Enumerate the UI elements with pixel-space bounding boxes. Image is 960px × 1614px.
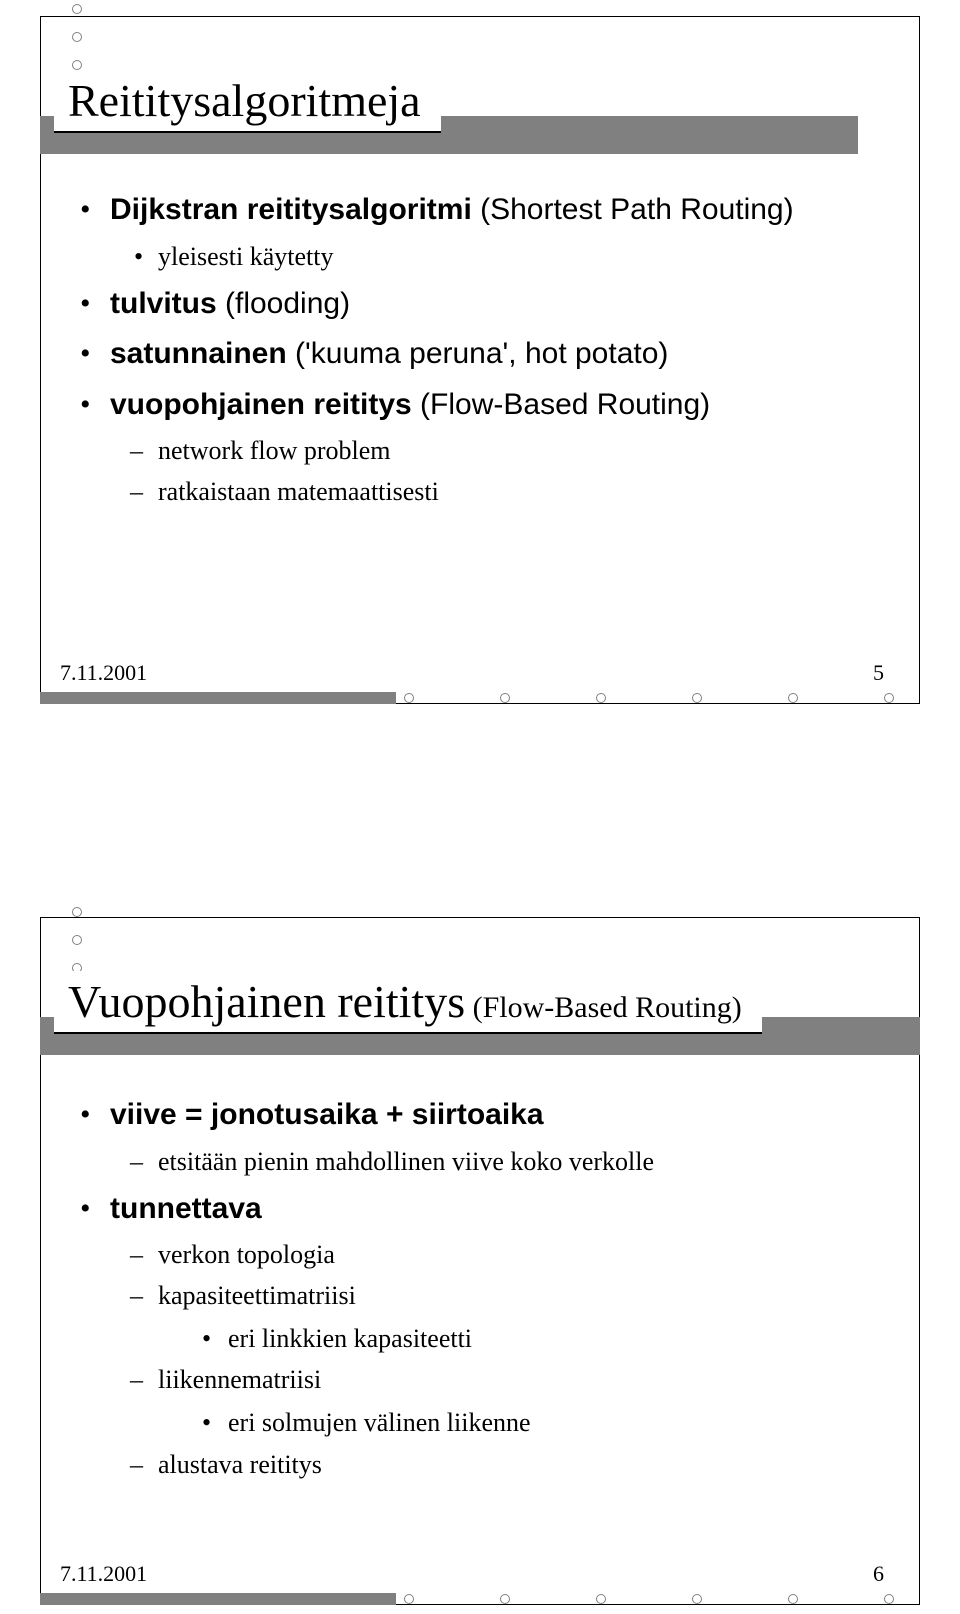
dot-icon — [72, 32, 82, 42]
sub-bullet: etsitään pienin mahdollinen viive koko v… — [110, 1144, 900, 1179]
dot-icon — [500, 693, 510, 703]
dot-icon — [72, 907, 82, 917]
bullet-main: tulvitus — [110, 287, 217, 320]
sub-bullet-text: liikennematriisi — [158, 1365, 321, 1394]
dot-icon — [884, 693, 894, 703]
dot-icon — [72, 60, 82, 70]
decorative-vertical-dots — [72, 907, 82, 973]
bullet-main: viive = jonotusaika + siirtoaika — [110, 1098, 544, 1131]
sub-bullet: network flow problem — [110, 433, 900, 468]
dot-icon — [884, 1594, 894, 1604]
slide-content: viive = jonotusaika + siirtoaika etsitää… — [80, 1095, 900, 1492]
sub-bullet: kapasiteettimatriisi eri linkkien kapasi… — [110, 1278, 900, 1356]
bullet-paren: (Flow-Based Routing) — [412, 388, 710, 421]
sub-bullet: yleisesti käytetty — [110, 239, 900, 274]
dot-icon — [692, 1594, 702, 1604]
dot-icon — [788, 1594, 798, 1604]
decorative-horizontal-dots — [404, 1594, 960, 1604]
bullet-main: vuopohjainen reititys — [110, 388, 412, 421]
title-sub: (Flow-Based Routing) — [465, 991, 742, 1024]
footer-date: 7.11.2001 — [60, 660, 147, 686]
sub-sub-bullet: eri linkkien kapasiteetti — [158, 1321, 900, 1356]
footer-date: 7.11.2001 — [60, 1561, 147, 1587]
dot-icon — [596, 1594, 606, 1604]
bullet-main: tunnettava — [110, 1192, 262, 1225]
sub-bullet: ratkaistaan matemaattisesti — [110, 474, 900, 509]
bullet-item: tunnettava verkon topologia kapasiteetti… — [80, 1189, 900, 1482]
decorative-horizontal-dots — [404, 693, 960, 703]
bullet-paren: ('kuuma peruna', hot potato) — [287, 337, 669, 370]
bullet-main: Dijkstran reititysalgoritmi — [110, 193, 472, 226]
slide-2: Vuopohjainen reititys (Flow-Based Routin… — [0, 807, 960, 1614]
title-bar: Vuopohjainen reititys (Flow-Based Routin… — [40, 1017, 920, 1055]
slide-1: Reititysalgoritmeja Dijkstran reititysal… — [0, 0, 960, 807]
sub-bullet-text: kapasiteettimatriisi — [158, 1281, 356, 1310]
slide-content: Dijkstran reititysalgoritmi (Shortest Pa… — [80, 190, 900, 519]
bullet-main: satunnainen — [110, 337, 287, 370]
sub-bullet: verkon topologia — [110, 1237, 900, 1272]
dot-icon — [500, 1594, 510, 1604]
decorative-vertical-dots — [72, 4, 82, 70]
dot-icon — [692, 693, 702, 703]
slide-title: Vuopohjainen reititys (Flow-Based Routin… — [54, 971, 762, 1034]
dot-icon — [72, 4, 82, 14]
title-bar: Reititysalgoritmeja — [40, 116, 858, 154]
dot-icon — [404, 693, 414, 703]
bullet-item: satunnainen ('kuuma peruna', hot potato) — [80, 334, 900, 375]
dot-icon — [596, 693, 606, 703]
dot-icon — [788, 693, 798, 703]
sub-sub-bullet: eri solmujen välinen liikenne — [158, 1405, 900, 1440]
bullet-paren: (Shortest Path Routing) — [472, 193, 794, 226]
dot-icon — [404, 1594, 414, 1604]
slide-title: Reititysalgoritmeja — [54, 70, 441, 133]
footer-bar-left — [40, 1593, 396, 1605]
bullet-item: tulvitus (flooding) — [80, 284, 900, 325]
footer-bar-left — [40, 692, 396, 704]
sub-bullet: liikennematriisi eri solmujen välinen li… — [110, 1362, 900, 1440]
footer-page-number: 5 — [873, 660, 884, 686]
bullet-item: vuopohjainen reititys (Flow-Based Routin… — [80, 385, 900, 510]
bullet-paren: (flooding) — [217, 287, 350, 320]
dot-icon — [72, 935, 82, 945]
footer-page-number: 6 — [873, 1561, 884, 1587]
sub-bullet: alustava reititys — [110, 1447, 900, 1482]
bullet-item: Dijkstran reititysalgoritmi (Shortest Pa… — [80, 190, 900, 274]
bullet-item: viive = jonotusaika + siirtoaika etsitää… — [80, 1095, 900, 1179]
title-main: Vuopohjainen reititys — [68, 976, 465, 1027]
